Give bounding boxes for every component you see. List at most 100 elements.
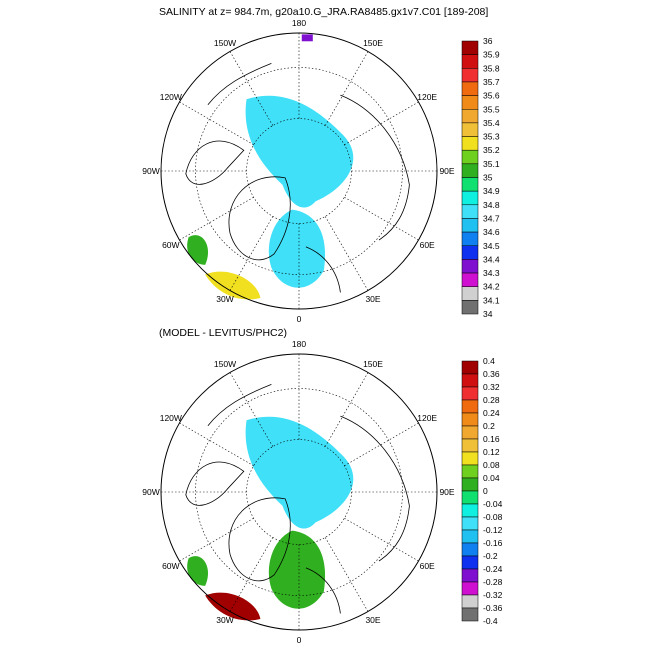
colorbar-swatch xyxy=(461,149,479,165)
difference-map-title: (MODEL - LEVITUS/PHC2) xyxy=(159,327,287,339)
colorbar-tick-label: -0.36 xyxy=(483,603,503,613)
longitude-label: 180 xyxy=(292,339,306,349)
colorbar-tick-label: 34.5 xyxy=(483,241,500,251)
colorbar-swatch xyxy=(461,245,479,260)
colorbar-swatch xyxy=(461,204,479,219)
meridian xyxy=(179,196,254,241)
colorbar-tick-label: 35 xyxy=(483,173,493,183)
colorbar-tick-label: 34.6 xyxy=(483,227,500,237)
colorbar-tick-label: -0.16 xyxy=(483,538,503,548)
meridian xyxy=(179,517,254,562)
longitude-label: 30W xyxy=(216,615,233,625)
meridian xyxy=(344,196,419,241)
longitude-label: 150E xyxy=(363,359,383,369)
longitude-label: 90E xyxy=(439,487,454,497)
difference-map-panel: (MODEL - LEVITUS/PHC2) 180 150E 120E 90E 60E… xyxy=(142,327,502,645)
colorbar-swatch xyxy=(461,373,479,388)
colorbar-swatch xyxy=(461,177,479,192)
nordic-seas-field xyxy=(268,530,326,609)
colorbar-tick-label: 0 xyxy=(483,486,488,496)
colorbar-swatch xyxy=(461,490,479,505)
colorbar-tick-label: 0.36 xyxy=(483,369,500,379)
meridian xyxy=(229,537,274,612)
longitude-label: 150W xyxy=(214,38,236,48)
difference-polar-map: 180 150E 120E 90E 60E 30E 0 30W 60W 90W 120W 150W xyxy=(142,339,455,645)
colorbar-tick-label: -0.04 xyxy=(483,499,503,509)
colorbar-swatch xyxy=(461,136,479,151)
longitude-label: 90E xyxy=(439,166,454,176)
colorbar-tick-label: 0.12 xyxy=(483,447,500,457)
colorbar-swatch xyxy=(461,542,479,557)
meridian xyxy=(324,537,369,612)
coastline xyxy=(185,461,245,506)
colorbar-swatch xyxy=(461,425,479,440)
bering-field xyxy=(301,34,313,42)
colorbar-swatch xyxy=(461,259,479,274)
longitude-label: 30W xyxy=(216,294,233,304)
colorbar-swatch xyxy=(461,272,479,287)
colorbar-swatch xyxy=(461,40,479,55)
longitude-label: 60E xyxy=(420,561,435,571)
meridian xyxy=(344,101,419,146)
labrador-sea-field xyxy=(187,556,209,586)
difference-colorbar: 0.4 0.36 0.32 0.28 0.24 0.2 0.16 0.12 0.08 0.04 0 -… xyxy=(461,356,503,626)
north-atlantic-field xyxy=(205,592,261,621)
longitude-label: 90W xyxy=(142,487,159,497)
colorbar-tick-label: 0.04 xyxy=(483,473,500,483)
coastline xyxy=(207,63,272,106)
colorbar-tick-label: 34.3 xyxy=(483,268,500,278)
colorbar-tick-label: 35.6 xyxy=(483,91,500,101)
latitude-circle xyxy=(195,388,403,596)
colorbar-tick-label: 34.8 xyxy=(483,200,500,210)
colorbar-swatch xyxy=(461,412,479,427)
longitude-label: 30E xyxy=(365,615,380,625)
colorbar-swatch xyxy=(461,218,479,233)
colorbar-tick-label: 0.08 xyxy=(483,460,500,470)
longitude-label: 120E xyxy=(417,413,437,423)
longitude-label: 120E xyxy=(417,92,437,102)
salinity-map-panel: SALINITY at z= 984.7m, g20a10.G_JRA.RA84… xyxy=(142,6,500,324)
salinity-colorbar: 36 35.9 35.8 35.7 35.6 35.5 35.4 35.3 35.2 35.1 35… xyxy=(461,36,500,319)
labrador-sea-field xyxy=(187,235,209,265)
colorbar-swatch xyxy=(461,555,479,570)
colorbar-swatch xyxy=(461,386,479,401)
meridian xyxy=(179,422,254,467)
colorbar-swatch xyxy=(461,503,479,518)
colorbar-tick-label: 34.1 xyxy=(483,295,500,305)
meridian xyxy=(344,422,419,467)
colorbar-swatch xyxy=(461,109,479,124)
colorbar-swatch xyxy=(461,581,479,596)
colorbar-tick-label: -0.4 xyxy=(483,616,498,626)
latitude-circle xyxy=(195,67,403,275)
colorbar-swatch xyxy=(461,568,479,583)
colorbar-swatch xyxy=(461,68,479,83)
colorbar-tick-label: 35.5 xyxy=(483,104,500,114)
colorbar-tick-label: 0.32 xyxy=(483,382,500,392)
colorbar-tick-label: -0.24 xyxy=(483,564,503,574)
longitude-label: 120W xyxy=(160,413,182,423)
meridian xyxy=(179,101,254,146)
longitude-label: 60W xyxy=(162,240,179,250)
colorbar-swatch xyxy=(461,300,479,315)
meridian xyxy=(344,517,419,562)
salinity-polar-map: 180 150E 120E 90E 60E 30E 0 30W 60W 90W 120W 150W xyxy=(142,18,455,324)
colorbar-tick-label: 34.2 xyxy=(483,282,500,292)
meridian xyxy=(229,216,274,291)
colorbar-swatch xyxy=(461,122,479,137)
colorbar-tick-label: 0.2 xyxy=(483,421,495,431)
longitude-label: 60E xyxy=(420,240,435,250)
colorbar-swatch xyxy=(461,95,479,110)
colorbar-swatch xyxy=(461,594,479,609)
longitude-label: 60W xyxy=(162,561,179,571)
colorbar-tick-label: 0.16 xyxy=(483,434,500,444)
coastline xyxy=(185,140,245,185)
arctic-basin-field xyxy=(245,95,354,208)
longitude-label: 150W xyxy=(214,359,236,369)
longitude-label: 150E xyxy=(363,38,383,48)
colorbar-tick-label: 35.2 xyxy=(483,145,500,155)
coastline xyxy=(228,176,291,261)
coastline xyxy=(340,94,410,241)
colorbar-swatch xyxy=(461,477,479,492)
meridian xyxy=(229,372,274,447)
